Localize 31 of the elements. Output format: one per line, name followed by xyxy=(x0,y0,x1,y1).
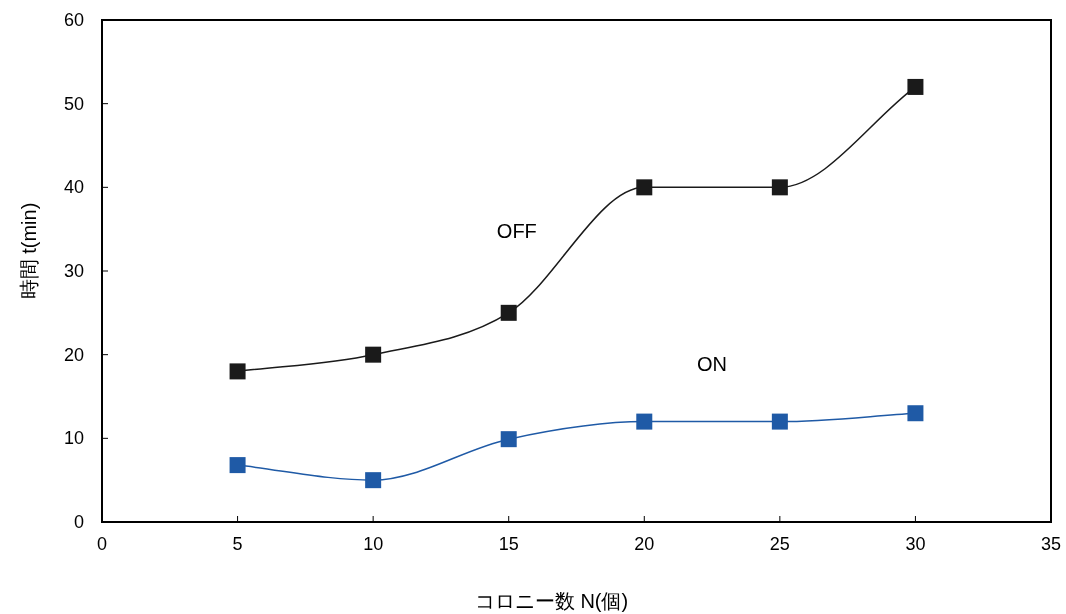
x-tick-label: 5 xyxy=(232,534,243,554)
y-tick-label: 40 xyxy=(63,177,84,198)
x-tick-label: 25 xyxy=(769,534,790,554)
point xyxy=(907,78,924,95)
series-label: OFF xyxy=(496,219,537,242)
text: ON xyxy=(697,353,728,376)
point xyxy=(500,431,517,448)
y-tick-label: 30 xyxy=(63,261,84,281)
y-tick-label: 60 xyxy=(63,10,84,30)
y-tick-label: 0 xyxy=(73,512,84,532)
point xyxy=(500,304,517,321)
y-tick-label: 10 xyxy=(63,428,84,449)
point xyxy=(365,346,382,363)
point xyxy=(636,413,653,430)
point xyxy=(771,413,788,430)
point xyxy=(907,405,924,422)
x-tick-label: 10 xyxy=(363,534,384,554)
point xyxy=(229,363,246,380)
x-tick-label: 20 xyxy=(634,534,655,554)
x-tick-label: 35 xyxy=(1040,534,1062,554)
y-tick-label: 20 xyxy=(63,344,84,365)
x-tick-label: 0 xyxy=(96,534,108,554)
point xyxy=(365,472,382,489)
x-tick-label: 15 xyxy=(498,534,519,554)
point xyxy=(636,179,653,196)
x-tick-label: 30 xyxy=(905,534,926,554)
point xyxy=(229,457,246,474)
y-tick-label: 50 xyxy=(63,93,84,114)
y-axis-title: 時間 t(min) xyxy=(18,202,40,300)
x-axis-title: コロニー数 N(個) xyxy=(474,590,629,612)
point xyxy=(771,179,788,196)
